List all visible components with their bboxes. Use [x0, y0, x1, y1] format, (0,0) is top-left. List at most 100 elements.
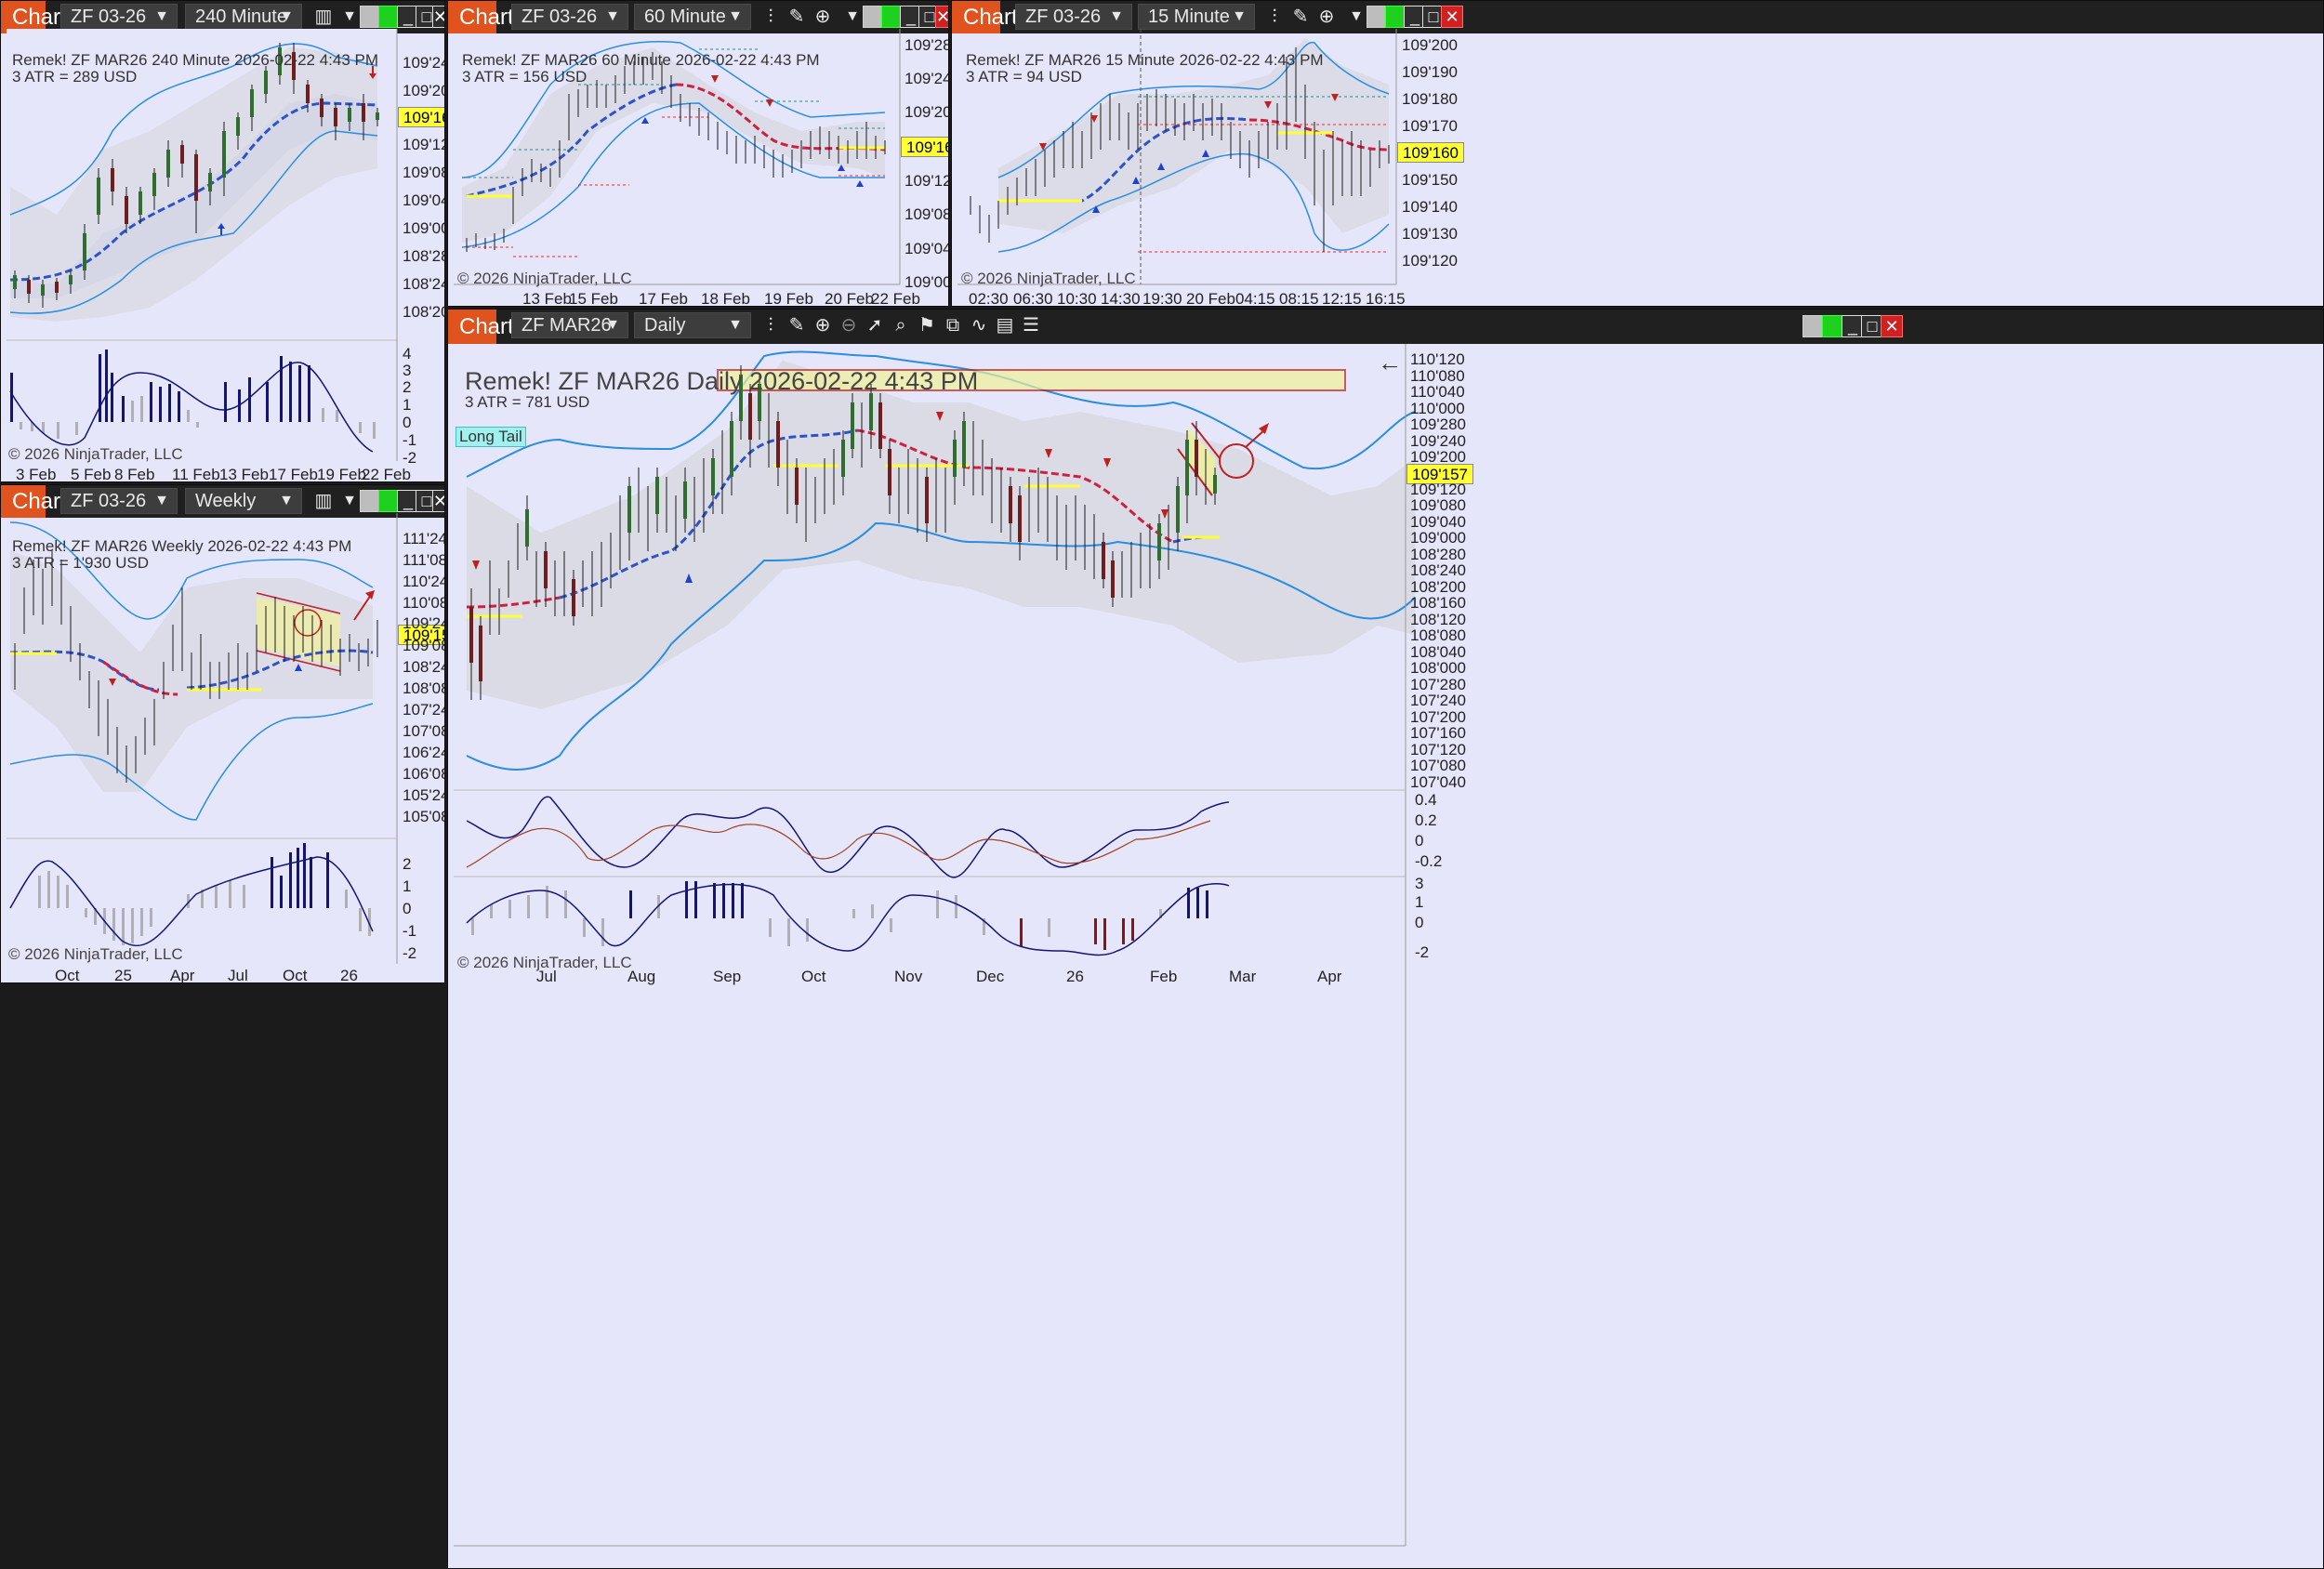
y-axis-label: 111'240: [403, 530, 444, 547]
y-axis-label: 107'200: [1410, 708, 1466, 726]
x-axis-label: 19 Feb: [764, 290, 813, 307]
y-axis-label: 105'080: [403, 808, 444, 825]
x-axis-label: 10:30: [1057, 290, 1097, 307]
instrument-selector[interactable]: ZF 03-26 ▼: [60, 488, 178, 514]
more-dropdown-icon[interactable]: ▼: [845, 8, 860, 24]
minimize-icon[interactable]: _: [1842, 315, 1864, 337]
copyright: © 2026 NinjaTrader, LLC: [961, 270, 1136, 287]
x-axis-label: 19 Feb: [317, 466, 366, 482]
more-dropdown-icon[interactable]: ▼: [342, 8, 357, 24]
title-bar: Chart ZF 03-26▼ Weekly▼ ▥ ▼ _ □ ✕: [1, 485, 444, 518]
y-axis-label: 108'040: [1410, 643, 1466, 661]
chart-canvas: [7, 29, 398, 461]
y-axis-label: 110'240: [403, 573, 444, 590]
close-icon[interactable]: ✕: [1441, 6, 1463, 28]
y-axis-label: 109'120: [403, 136, 444, 153]
chevron-down-icon: ▼: [728, 317, 743, 333]
y-axis-label: 108'080: [403, 679, 444, 697]
x-axis-label: 11 Feb: [172, 466, 220, 482]
interval-selector[interactable]: Weekly ▼: [185, 488, 302, 514]
y-axis-label: 108'200: [1410, 578, 1466, 596]
back-arrow-icon[interactable]: ←: [1378, 349, 1402, 376]
zoom-out-icon[interactable]: ⊖: [840, 315, 857, 336]
data-box-icon[interactable]: ⌕: [895, 315, 906, 336]
x-axis-label: 04:15: [1235, 290, 1275, 307]
chart-window-240min: Chart ZF 03-26▼ 240 Minute▼ ▥ ▼ _ □ ✕: [0, 0, 445, 482]
instrument-value: ZF MAR26: [522, 315, 612, 336]
interval-selector[interactable]: 60 Minute ▼: [634, 4, 751, 30]
chart-menu-button[interactable]: Chart: [448, 310, 514, 344]
oscillator-axis-label: 0.4: [1415, 791, 1437, 809]
indicators-icon[interactable]: ⧉: [945, 315, 960, 336]
chart-canvas: [454, 344, 1416, 1547]
zoom-in-icon[interactable]: ⊕: [1318, 7, 1335, 27]
oscillator-axis-label: 0.2: [1415, 811, 1437, 829]
x-axis-label: 20 Feb: [825, 290, 874, 307]
last-price-tag: 109'160: [1397, 142, 1464, 163]
line-chart-icon[interactable]: ∿: [971, 315, 987, 336]
chart-menu-button[interactable]: Chart: [448, 1, 514, 33]
interval-selector[interactable]: 15 Minute ▼: [1138, 4, 1255, 30]
drawing-pencil-icon[interactable]: ✎: [788, 7, 805, 27]
green-square-icon[interactable]: [1822, 315, 1844, 337]
bar-type-icon[interactable]: ⫶: [768, 7, 773, 27]
close-icon[interactable]: ✕: [432, 6, 444, 28]
close-icon[interactable]: ✕: [1881, 315, 1903, 337]
zoom-in-icon[interactable]: ⊕: [814, 315, 831, 336]
x-axis-label: Nov: [894, 968, 923, 985]
bar-type-icon[interactable]: ▥: [314, 491, 333, 511]
y-axis-label: 109'120: [1410, 481, 1466, 498]
x-axis-label: 17 Feb: [269, 466, 318, 482]
close-icon[interactable]: ✕: [935, 6, 949, 28]
drawing-pencil-icon[interactable]: ✎: [788, 315, 805, 336]
more-dropdown-icon[interactable]: ▼: [342, 493, 357, 508]
gray-square-icon[interactable]: [1802, 315, 1825, 337]
maximize-icon[interactable]: □: [1861, 315, 1883, 337]
copyright: © 2026 NinjaTrader, LLC: [457, 954, 632, 971]
chart-title: Remek! ZF MAR26 240 Minute 2026-02-22 4:…: [12, 51, 379, 69]
y-axis-label: 109'080: [403, 164, 444, 181]
y-axis-label: 108'120: [1410, 611, 1466, 628]
chart-properties-icon[interactable]: ▤: [996, 315, 1014, 336]
last-price-tag: 109'160: [901, 137, 948, 157]
close-icon[interactable]: ✕: [432, 490, 444, 512]
interval-value: 15 Minute: [1148, 7, 1230, 27]
more-dropdown-icon[interactable]: ▼: [1349, 8, 1364, 24]
y-axis-label: 109'000: [403, 219, 444, 237]
chart-canvas: [7, 513, 398, 964]
chevron-down-icon: ▼: [605, 317, 620, 333]
pointer-icon[interactable]: ➚: [866, 315, 883, 336]
zoom-in-icon[interactable]: ⊕: [814, 7, 831, 27]
list-icon[interactable]: ☰: [1023, 315, 1039, 336]
x-axis-label: 22 Feb: [362, 466, 411, 482]
chart-menu-button[interactable]: Chart: [952, 1, 1018, 33]
instrument-selector[interactable]: ZF 03-26 ▼: [1015, 4, 1132, 30]
oscillator-axis-label: -0.2: [1415, 852, 1443, 870]
strategies-icon[interactable]: ⚑: [918, 315, 935, 336]
y-axis-label: 109'240: [403, 54, 444, 72]
bar-type-icon[interactable]: ⫶: [768, 315, 773, 336]
y-axis-label: 109'040: [905, 240, 948, 257]
interval-selector[interactable]: Daily ▼: [634, 312, 751, 338]
x-axis-label: 02:30: [969, 290, 1009, 307]
instrument-selector[interactable]: ZF MAR26 ▼: [511, 312, 628, 338]
indicator-axis-label: 0: [1415, 914, 1424, 931]
histogram-daily: [471, 881, 1208, 950]
chevron-down-icon: ▼: [154, 493, 169, 508]
drawing-pencil-icon[interactable]: ✎: [1292, 7, 1309, 27]
y-axis-label: 110'120: [1410, 350, 1465, 368]
instrument-selector[interactable]: ZF 03-26 ▼: [511, 4, 628, 30]
candles-15: [970, 47, 1390, 252]
y-axis-label: 108'240: [403, 275, 444, 293]
y-axis-label: 110'040: [1410, 383, 1465, 401]
y-axis-label: 109'080: [1410, 496, 1466, 514]
y-axis-label: 109'080: [905, 205, 948, 223]
x-axis-label: Apr: [170, 967, 195, 983]
bar-type-icon[interactable]: ▥: [314, 7, 333, 27]
bar-type-icon[interactable]: ⫶: [1272, 7, 1277, 27]
atr-label: 3 ATR = 94 USD: [966, 68, 1082, 86]
title-bar: Chart ZF MAR26 ▼ Daily ▼ ⫶ ✎ ⊕ ⊖ ➚ ⌕ ⚑ ⧉ ∿…: [448, 310, 2323, 344]
y-axis-label: 107'080: [1410, 757, 1466, 774]
interval-selector[interactable]: 240 Minute ▼: [185, 4, 302, 30]
x-axis-label: Sep: [713, 968, 742, 985]
